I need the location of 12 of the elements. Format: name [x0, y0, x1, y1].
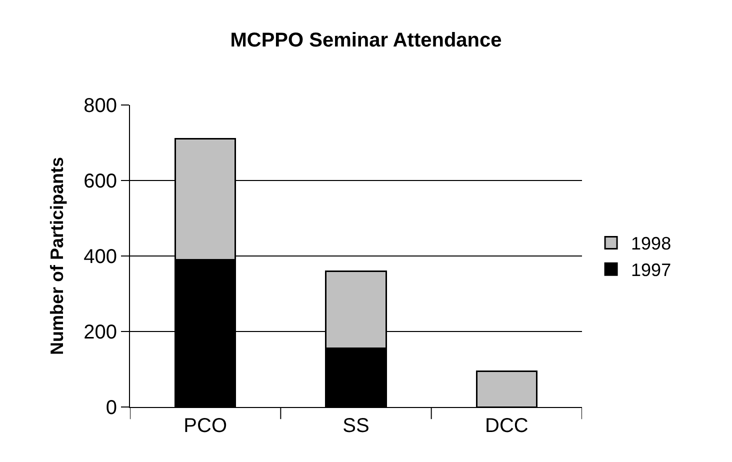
- chart-title: MCPPO Seminar Attendance: [230, 29, 502, 52]
- y-tick-label: 600: [84, 170, 117, 192]
- y-tick-label: 400: [84, 246, 117, 268]
- x-tick-label: SS: [342, 415, 370, 437]
- y-tick-label: 0: [106, 397, 117, 419]
- legend-label: 1998: [631, 234, 672, 254]
- y-axis-title: Number of Participants: [46, 156, 67, 356]
- legend-label: 1997: [631, 260, 672, 280]
- x-tick-label: PCO: [184, 415, 227, 437]
- y-tick-label: 200: [84, 322, 117, 344]
- x-tick-label: DCC: [485, 415, 528, 437]
- y-tick-label: 800: [84, 95, 117, 117]
